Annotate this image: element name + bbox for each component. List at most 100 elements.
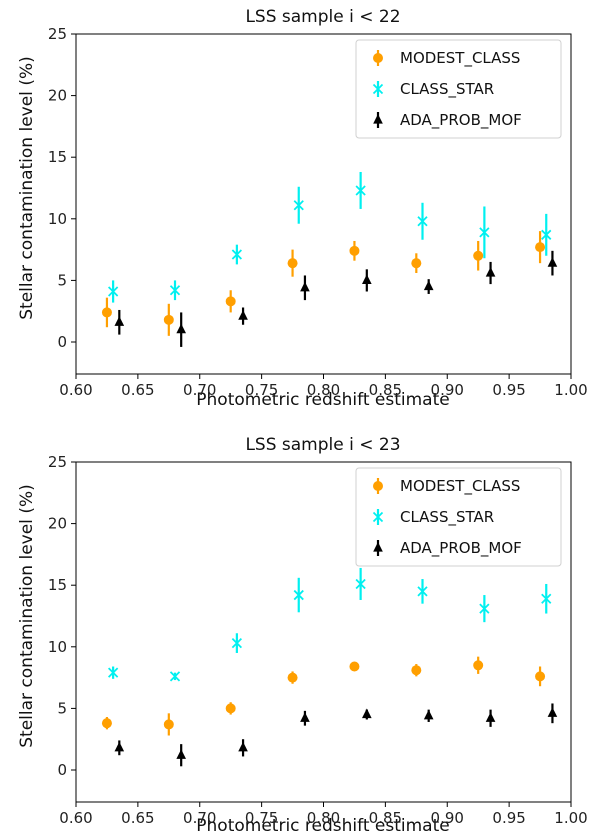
y-axis-label: Stellar contamination level (%) [17, 484, 37, 747]
data-point-class-star [107, 286, 119, 297]
chart-title: LSS sample i < 23 [245, 435, 400, 455]
x-tick-label: 0.90 [431, 809, 464, 827]
x-tick-label: 0.85 [369, 381, 402, 399]
data-point-modest-class [535, 242, 546, 253]
data-point-modest-class [473, 660, 484, 671]
chart-title: LSS sample i < 22 [245, 7, 400, 27]
data-point-ada-prob-mof [176, 323, 186, 334]
data-point-class-star [541, 593, 552, 604]
legend-label: CLASS_STAR [400, 80, 494, 99]
x-tick-label: 1.00 [554, 381, 587, 399]
x-tick-label: 1.00 [554, 809, 587, 827]
y-tick-label: 10 [48, 638, 67, 656]
data-point-modest-class [411, 258, 422, 269]
x-tick-label: 0.80 [307, 809, 340, 827]
x-tick-label: 0.85 [369, 809, 402, 827]
y-tick-label: 25 [48, 453, 67, 471]
legend-marker-x [372, 511, 384, 523]
x-tick-label: 0.65 [121, 809, 154, 827]
data-point-ada-prob-mof [300, 712, 310, 722]
data-point-modest-class [287, 258, 298, 269]
data-point-ada-prob-mof [238, 310, 248, 320]
x-tick-label: 0.60 [59, 381, 92, 399]
legend: MODEST_CLASS CLASS_STAR ADA_PROB_MOF [355, 467, 562, 567]
data-point-ada-prob-mof [423, 280, 434, 291]
data-point-class-star [107, 667, 119, 678]
y-tick-label: 10 [48, 210, 67, 228]
x-tick-label: 0.75 [245, 809, 278, 827]
y-tick-label: 20 [48, 515, 67, 533]
data-point-class-star [293, 589, 304, 601]
data-point-ada-prob-mof [176, 749, 186, 759]
x-tick-label: 0.70 [183, 809, 216, 827]
data-point-class-star [231, 249, 243, 260]
data-point-ada-prob-mof [485, 267, 496, 277]
data-point-modest-class [349, 661, 360, 672]
legend-marker-circle [373, 481, 383, 491]
x-tick-label: 0.80 [307, 381, 340, 399]
x-tick-label: 0.95 [492, 381, 525, 399]
legend-marker-x [372, 83, 384, 95]
data-point-ada-prob-mof [547, 257, 558, 267]
data-point-modest-class [163, 314, 174, 325]
y-tick-label: 20 [48, 87, 67, 105]
x-tick-label: 0.90 [431, 381, 464, 399]
data-point-ada-prob-mof [300, 281, 310, 292]
chart-panel-bottom: LSS sample i < 23 Photometric redshift e… [17, 435, 588, 836]
chart-panel-top: LSS sample i < 22 Photometric redshift e… [17, 7, 588, 410]
data-point-class-star [169, 285, 181, 296]
legend-label: ADA_PROB_MOF [400, 539, 522, 558]
data-point-modest-class [101, 307, 112, 318]
data-point-ada-prob-mof [114, 741, 125, 752]
y-tick-label: 0 [57, 333, 67, 351]
data-point-modest-class [287, 672, 298, 683]
x-tick-label: 0.65 [121, 381, 154, 399]
data-point-modest-class [411, 665, 422, 676]
legend-label: MODEST_CLASS [400, 49, 520, 68]
legend: MODEST_CLASS CLASS_STAR ADA_PROB_MOF [355, 39, 562, 139]
y-tick-label: 15 [48, 148, 67, 166]
y-tick-label: 0 [57, 761, 67, 779]
data-point-ada-prob-mof [362, 708, 372, 719]
data-point-ada-prob-mof [362, 274, 372, 284]
y-axis-label: Stellar contamination level (%) [17, 56, 37, 319]
y-tick-label: 25 [48, 25, 67, 43]
x-axis-label: Photometric redshift estimate [196, 816, 449, 836]
data-point-class-star [169, 671, 181, 682]
data-point-class-star [417, 216, 428, 227]
x-tick-label: 0.70 [183, 381, 216, 399]
x-tick-label: 0.75 [245, 381, 278, 399]
data-point-modest-class [473, 250, 484, 261]
data-point-modest-class [535, 671, 546, 682]
data-point-modest-class [163, 719, 174, 730]
data-point-ada-prob-mof [485, 712, 496, 722]
legend-label: ADA_PROB_MOF [400, 111, 522, 130]
data-point-modest-class [349, 245, 360, 256]
legend-marker-circle [373, 53, 383, 63]
data-point-ada-prob-mof [114, 316, 125, 326]
data-point-ada-prob-mof [423, 709, 434, 720]
legend-label: CLASS_STAR [400, 508, 494, 527]
data-point-modest-class [225, 703, 236, 714]
y-tick-label: 15 [48, 576, 67, 594]
data-point-class-star [293, 200, 304, 211]
x-axis-label: Photometric redshift estimate [196, 390, 449, 410]
x-tick-label: 0.95 [492, 809, 525, 827]
legend-marker-triangle [373, 542, 383, 552]
data-point-class-star [231, 637, 243, 649]
data-point-ada-prob-mof [238, 741, 248, 752]
data-point-class-star [479, 227, 490, 238]
data-point-class-star [355, 578, 366, 590]
legend-marker-triangle [373, 114, 383, 124]
y-tick-label: 5 [57, 271, 67, 289]
x-tick-label: 0.60 [59, 809, 92, 827]
data-point-modest-class [101, 718, 112, 729]
data-point-class-star [479, 603, 490, 614]
data-point-modest-class [225, 296, 236, 307]
data-point-class-star [417, 586, 428, 597]
legend-label: MODEST_CLASS [400, 477, 520, 496]
data-point-class-star [355, 185, 366, 196]
y-tick-label: 5 [57, 699, 67, 717]
data-point-class-star [541, 229, 552, 240]
